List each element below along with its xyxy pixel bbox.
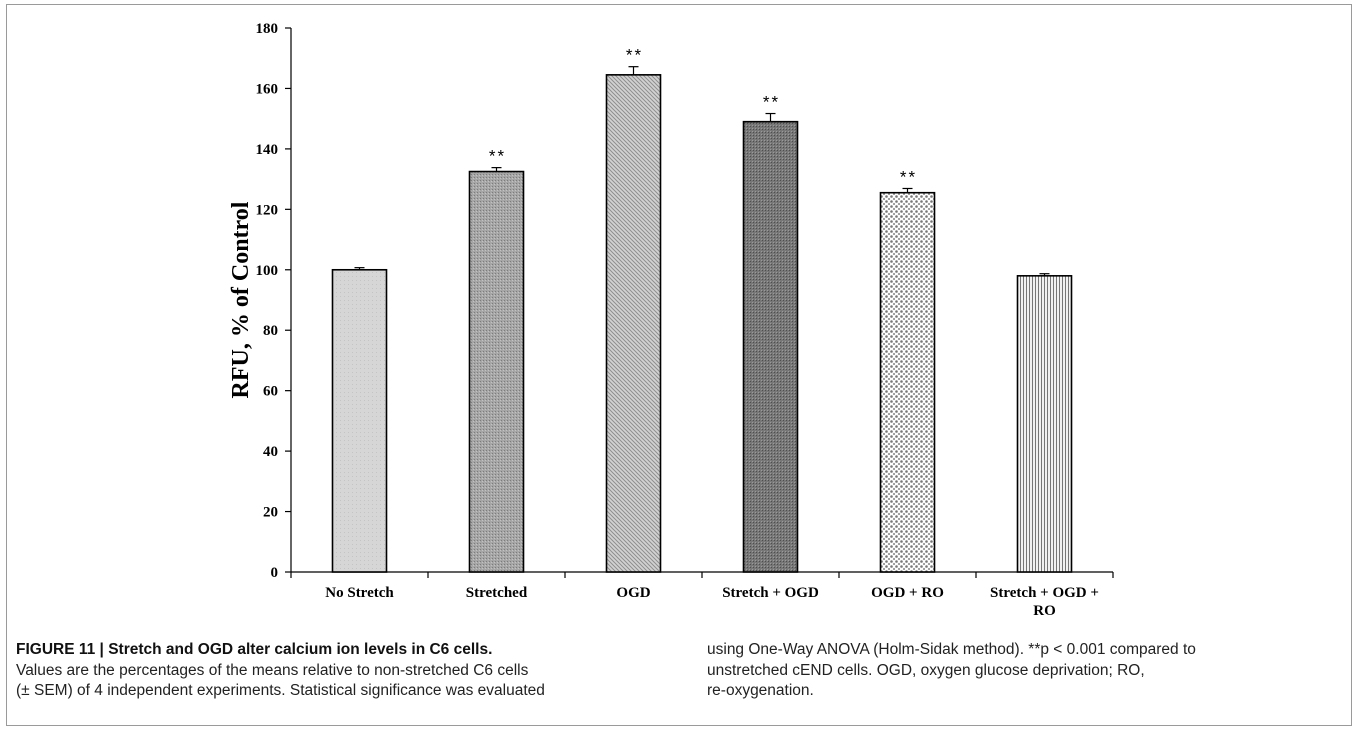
figure-caption-left: FIGURE 11 | Stretch and OGD alter calciu…: [16, 640, 545, 702]
x-tick-label: Stretch + OGD +: [990, 585, 1099, 601]
significance-label: **: [900, 167, 917, 186]
y-tick-label: 160: [256, 81, 279, 97]
y-tick-label: 80: [263, 323, 278, 339]
caption-line: unstretched cEND cells. OGD, oxygen gluc…: [707, 661, 1145, 679]
significance-label: **: [763, 93, 780, 112]
y-tick-label: 100: [256, 263, 279, 279]
y-tick-label: 0: [271, 565, 279, 581]
x-tick-label: Stretch + OGD: [722, 585, 819, 601]
bar: [605, 74, 662, 573]
bar: [468, 170, 525, 573]
figure-caption-title: FIGURE 11 | Stretch and OGD alter calciu…: [16, 641, 493, 658]
y-axis-label: RFU, % of Control: [228, 201, 254, 398]
y-tick-label: 60: [263, 384, 278, 400]
x-tick-label: No Stretch: [325, 585, 394, 601]
significance-label: **: [626, 46, 643, 65]
y-tick-label: 20: [263, 505, 278, 521]
figure-frame: [6, 4, 1352, 726]
significance-label: **: [489, 147, 506, 166]
y-tick-label: 180: [256, 21, 279, 37]
bar: [1016, 275, 1073, 573]
y-tick-label: 120: [256, 202, 279, 218]
caption-line: (± SEM) of 4 independent experiments. St…: [16, 682, 545, 699]
x-tick-label: RO: [1033, 603, 1056, 619]
x-tick-label: OGD + RO: [871, 585, 944, 601]
caption-line: re-oxygenation.: [707, 682, 814, 699]
x-tick-label: Stretched: [466, 585, 528, 601]
y-tick-label: 140: [256, 142, 279, 158]
bar-chart: 0 20 40 60 80 100 120 140 160 180 RFU, % of Contro…: [228, 21, 1114, 619]
caption-line: Values are the percentages of the means …: [16, 661, 529, 679]
y-tick-label: 40: [263, 444, 278, 460]
x-tick-label: OGD: [616, 585, 650, 601]
caption-line: using One-Way ANOVA (Holm-Sidak method).…: [707, 641, 1196, 658]
figure-caption-right: using One-Way ANOVA (Holm-Sidak method).…: [707, 640, 1196, 702]
bar: [742, 120, 799, 573]
bar: [879, 191, 936, 573]
bar: [331, 268, 388, 573]
